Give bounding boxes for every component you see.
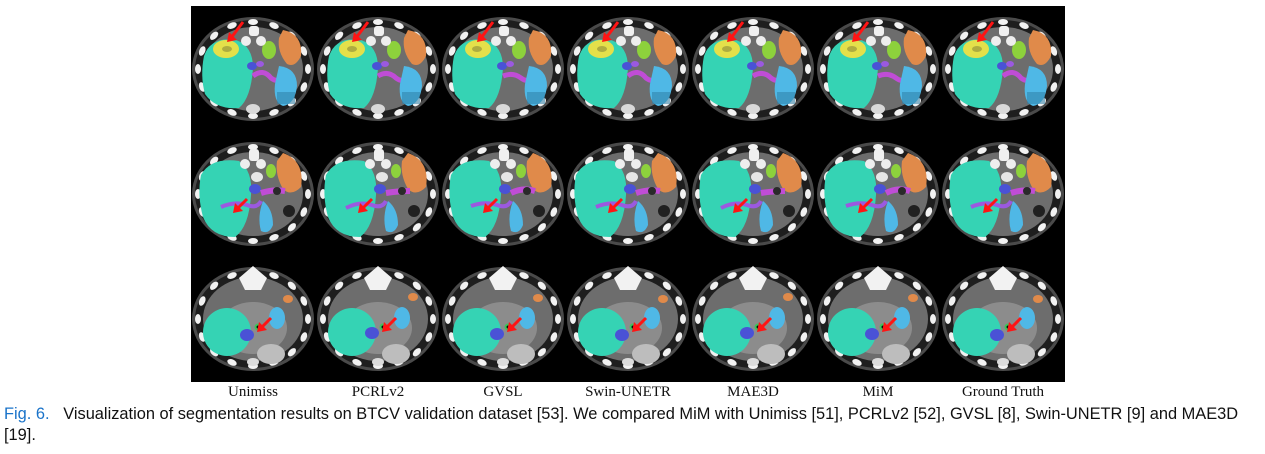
figure-caption-text: Visualization of segmentation results on… [4,405,1239,444]
ct-slice-image [566,256,690,381]
ct-slice-image [316,256,440,381]
method-label: GVSL [483,384,523,400]
ct-panel-gvsl-row-3 [441,256,565,381]
ct-panel-mim-row-1 [816,6,940,131]
ct-slice-image [441,131,565,256]
ct-slice-image [816,131,940,256]
ct-panel-swin-unetr-row-3 [566,256,690,381]
figure-caption: Fig. 6. Visualization of segmentation re… [4,404,1262,446]
arrow-indicator [479,21,495,39]
ct-panel-gvsl-row-1 [441,6,565,131]
ct-slice-image [191,6,315,131]
ct-panel-ground-truth-row-1 [941,6,1065,131]
ct-panel-gvsl-row-2 [441,131,565,256]
arrow-indicator [729,21,745,39]
arrow-indicator [854,21,870,39]
arrow-indicator [229,21,245,39]
ct-slice-image [566,131,690,256]
ct-panel-mim-row-2 [816,131,940,256]
ct-slice-image [441,6,565,131]
method-label: Unimiss [227,384,278,400]
ct-panel-ground-truth-row-3 [941,256,1065,381]
method-label: MAE3D [727,384,779,400]
arrow-indicator [979,21,995,39]
ct-panel-ground-truth-row-2 [941,131,1065,256]
arrow-indicator [354,21,370,39]
ct-panel-mae3d-row-1 [691,6,815,131]
ct-slice-image [691,256,815,381]
ct-panel-mae3d-row-2 [691,131,815,256]
arrow-indicator [604,21,620,39]
method-label: Ground Truth [961,384,1045,400]
ct-panel-swin-unetr-row-2 [566,131,690,256]
ct-panel-mae3d-row-3 [691,256,815,381]
ct-slice-image [691,6,815,131]
ct-slice-image [816,6,940,131]
ct-panel-swin-unetr-row-1 [566,6,690,131]
method-label: PCRLv2 [351,384,405,400]
ct-slice-image [941,256,1065,381]
ct-panel-mim-row-3 [816,256,940,381]
ct-panel-unimiss-row-1 [191,6,315,131]
ct-panel-unimiss-row-3 [191,256,315,381]
ct-slice-image [566,6,690,131]
ct-panel-unimiss-row-2 [191,131,315,256]
ct-slice-image [691,131,815,256]
ct-slice-image [816,256,940,381]
ct-slice-image [941,131,1065,256]
ct-slice-image [316,131,440,256]
ct-panel-pcrlv2-row-2 [316,131,440,256]
ct-panel-pcrlv2-row-1 [316,6,440,131]
ct-slice-image [191,256,315,381]
ct-slice-image [941,6,1065,131]
ct-slice-image [191,131,315,256]
ct-slice-image [441,256,565,381]
method-label: MiM [862,384,894,400]
ct-panel-pcrlv2-row-3 [316,256,440,381]
method-label: Swin-UNETR [585,384,671,400]
figure-label: Fig. 6. [4,405,50,423]
method-labels-row: Unimiss PCRLv2 GVSL Swin-UNETR MAE3D MiM Groun… [191,384,1065,402]
ct-slice-image [316,6,440,131]
segmentation-figure-grid [191,6,1065,382]
